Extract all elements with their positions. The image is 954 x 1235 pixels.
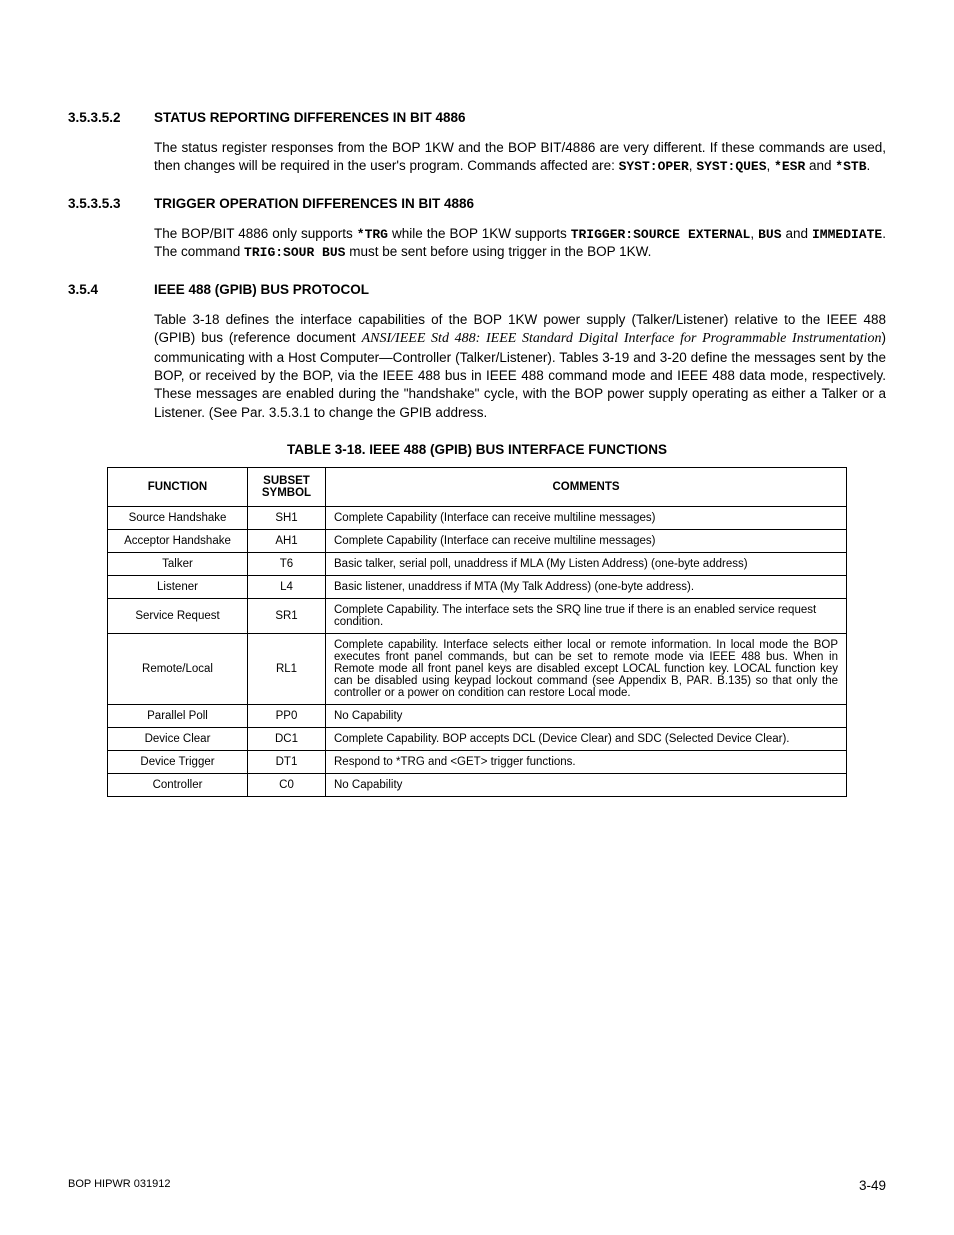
cell-function: Device Clear: [108, 727, 248, 750]
code: *TRG: [357, 227, 388, 242]
table-row: Source HandshakeSH1Complete Capability (…: [108, 506, 847, 529]
table-head: FUNCTION SUBSET SYMBOL COMMENTS: [108, 467, 847, 506]
code: *ESR: [774, 159, 805, 174]
paragraph: The BOP/BIT 4886 only supports *TRG whil…: [154, 225, 886, 262]
text: must be sent before using trigger in the…: [345, 244, 651, 259]
section-trigger-operation: 3.5.3.5.3 TRIGGER OPERATION DIFFERENCES …: [68, 196, 886, 262]
code: SYST:OPER: [619, 159, 689, 174]
cell-comments: Complete Capability (Interface can recei…: [326, 529, 847, 552]
table-caption: TABLE 3-18. IEEE 488 (GPIB) BUS INTERFAC…: [68, 442, 886, 457]
cell-comments: Complete Capability. The interface sets …: [326, 598, 847, 633]
cell-symbol: RL1: [248, 633, 326, 704]
cell-function: Device Trigger: [108, 750, 248, 773]
code: *STB: [835, 159, 866, 174]
cell-comments: No Capability: [326, 704, 847, 727]
cell-symbol: DC1: [248, 727, 326, 750]
cell-comments: Complete Capability (Interface can recei…: [326, 506, 847, 529]
table-body: Source HandshakeSH1Complete Capability (…: [108, 506, 847, 796]
cell-comments: Complete capability. Interface selects e…: [326, 633, 847, 704]
cell-comments: Basic talker, serial poll, unaddress if …: [326, 552, 847, 575]
heading-row: 3.5.3.5.3 TRIGGER OPERATION DIFFERENCES …: [68, 196, 886, 211]
cell-function: Listener: [108, 575, 248, 598]
footer-page-number: 3-49: [859, 1178, 886, 1193]
cell-symbol: SR1: [248, 598, 326, 633]
cell-function: Talker: [108, 552, 248, 575]
heading-number: 3.5.4: [68, 282, 142, 297]
cell-symbol: AH1: [248, 529, 326, 552]
heading-row: 3.5.4 IEEE 488 (GPIB) BUS PROTOCOL: [68, 282, 886, 297]
section-status-reporting: 3.5.3.5.2 STATUS REPORTING DIFFERENCES I…: [68, 110, 886, 176]
header-function: FUNCTION: [108, 467, 248, 506]
header-comments: COMMENTS: [326, 467, 847, 506]
table-row: Service RequestSR1Complete Capability. T…: [108, 598, 847, 633]
cell-function: Acceptor Handshake: [108, 529, 248, 552]
cell-symbol: T6: [248, 552, 326, 575]
footer-left: BOP HIPWR 031912: [68, 1178, 171, 1193]
code: SYST:QUES: [696, 159, 766, 174]
cell-function: Remote/Local: [108, 633, 248, 704]
cell-function: Controller: [108, 773, 248, 796]
table-row: Acceptor HandshakeAH1Complete Capability…: [108, 529, 847, 552]
heading-title: IEEE 488 (GPIB) BUS PROTOCOL: [154, 282, 369, 297]
cell-symbol: PP0: [248, 704, 326, 727]
heading-title: STATUS REPORTING DIFFERENCES IN BIT 4886: [154, 110, 466, 125]
code: BUS: [758, 227, 781, 242]
header-subset-symbol: SUBSET SYMBOL: [248, 467, 326, 506]
section-ieee-488: 3.5.4 IEEE 488 (GPIB) BUS PROTOCOL Table…: [68, 282, 886, 422]
interface-functions-table: FUNCTION SUBSET SYMBOL COMMENTS Source H…: [107, 467, 847, 797]
cell-symbol: DT1: [248, 750, 326, 773]
heading-title: TRIGGER OPERATION DIFFERENCES IN BIT 488…: [154, 196, 474, 211]
page-footer: BOP HIPWR 031912 3-49: [68, 1178, 886, 1193]
reference-italic: ANSI/IEEE Std 488: IEEE Standard Digital…: [362, 331, 882, 346]
paragraph: Table 3-18 defines the interface capabil…: [154, 311, 886, 422]
table-row: ListenerL4Basic listener, unaddress if M…: [108, 575, 847, 598]
paragraph: The status register responses from the B…: [154, 139, 886, 176]
cell-comments: Complete Capability. BOP accepts DCL (De…: [326, 727, 847, 750]
cell-function: Service Request: [108, 598, 248, 633]
code: TRIG:SOUR BUS: [244, 245, 345, 260]
cell-symbol: SH1: [248, 506, 326, 529]
heading-number: 3.5.3.5.3: [68, 196, 142, 211]
text: while the BOP 1KW supports: [388, 226, 571, 241]
text: and: [805, 158, 835, 173]
text: The BOP/BIT 4886 only supports: [154, 226, 357, 241]
cell-symbol: L4: [248, 575, 326, 598]
cell-function: Parallel Poll: [108, 704, 248, 727]
table-row: ControllerC0No Capability: [108, 773, 847, 796]
table-row: Device TriggerDT1Respond to *TRG and <GE…: [108, 750, 847, 773]
code: TRIGGER:SOURCE EXTERNAL: [571, 227, 751, 242]
table-header-row: FUNCTION SUBSET SYMBOL COMMENTS: [108, 467, 847, 506]
cell-comments: Basic listener, unaddress if MTA (My Tal…: [326, 575, 847, 598]
heading-row: 3.5.3.5.2 STATUS REPORTING DIFFERENCES I…: [68, 110, 886, 125]
table-row: Remote/LocalRL1Complete capability. Inte…: [108, 633, 847, 704]
cell-comments: Respond to *TRG and <GET> trigger functi…: [326, 750, 847, 773]
code: IMMEDIATE: [812, 227, 882, 242]
table-row: TalkerT6Basic talker, serial poll, unadd…: [108, 552, 847, 575]
cell-symbol: C0: [248, 773, 326, 796]
cell-comments: No Capability: [326, 773, 847, 796]
table-row: Device ClearDC1Complete Capability. BOP …: [108, 727, 847, 750]
cell-function: Source Handshake: [108, 506, 248, 529]
table-row: Parallel PollPP0No Capability: [108, 704, 847, 727]
heading-number: 3.5.3.5.2: [68, 110, 142, 125]
